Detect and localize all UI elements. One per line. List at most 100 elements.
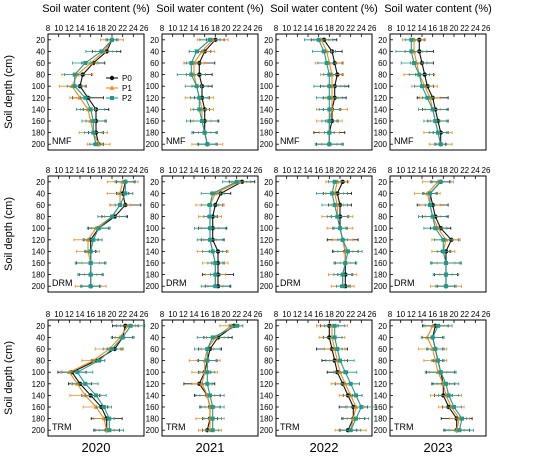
x-tick-label: 20 bbox=[450, 24, 459, 33]
y-tick-label: 120 bbox=[260, 236, 274, 245]
series-line-p0 bbox=[418, 39, 442, 145]
x-tick-label: 22 bbox=[460, 24, 469, 33]
y-tick-label: 180 bbox=[32, 415, 46, 424]
year-label: 2023 bbox=[424, 440, 453, 455]
marker-point bbox=[441, 249, 446, 254]
y-tick-label: 80 bbox=[36, 357, 45, 366]
y-tick-label: 120 bbox=[146, 380, 160, 389]
x-tick-label: 10 bbox=[54, 166, 63, 175]
x-tick-label: 24 bbox=[471, 310, 480, 319]
marker-point bbox=[208, 203, 212, 207]
marker-point bbox=[199, 381, 205, 386]
x-tick-label: 16 bbox=[86, 24, 95, 33]
x-tick-label: 22 bbox=[460, 166, 469, 175]
x-tick-label: 16 bbox=[428, 166, 437, 175]
y-tick-label: 120 bbox=[146, 94, 160, 103]
y-tick-label: 140 bbox=[32, 105, 46, 114]
marker-point bbox=[234, 323, 239, 328]
x-tick-label: 8 bbox=[160, 310, 165, 319]
x-tick-label: 10 bbox=[396, 24, 405, 33]
x-tick-label: 18 bbox=[439, 24, 448, 33]
y-tick-label: 160 bbox=[260, 259, 274, 268]
marker-point bbox=[210, 191, 215, 196]
x-tick-label: 12 bbox=[179, 166, 188, 175]
marker-point bbox=[75, 370, 80, 375]
series-line-p2 bbox=[206, 325, 237, 431]
site-label: DRM bbox=[394, 278, 415, 288]
y-tick-label: 120 bbox=[260, 94, 274, 103]
site-label: TRM bbox=[394, 422, 414, 432]
y-tick-label: 120 bbox=[146, 236, 160, 245]
series-line-p1 bbox=[201, 325, 232, 431]
marker-point bbox=[346, 249, 350, 254]
y-tick-label: 40 bbox=[264, 189, 273, 198]
y-tick-label: 140 bbox=[260, 391, 274, 400]
marker-point bbox=[213, 261, 218, 265]
marker-point bbox=[332, 203, 337, 207]
x-tick-label: 8 bbox=[46, 166, 51, 175]
marker-point bbox=[452, 405, 456, 409]
y-tick-label: 60 bbox=[264, 201, 273, 210]
marker-point bbox=[99, 49, 104, 54]
marker-point bbox=[428, 203, 432, 207]
site-label: NMF bbox=[280, 136, 300, 146]
y-tick-label: 200 bbox=[260, 426, 274, 435]
y-tick-label: 80 bbox=[150, 71, 159, 80]
marker-point bbox=[327, 95, 332, 100]
y-tick-label: 140 bbox=[32, 391, 46, 400]
y-tick-label: 80 bbox=[150, 357, 159, 366]
x-tick-label: 24 bbox=[243, 310, 252, 319]
marker-point bbox=[101, 416, 107, 421]
marker-point bbox=[88, 284, 93, 289]
site-label: DRM bbox=[280, 278, 301, 288]
marker-point bbox=[425, 95, 430, 100]
marker-point bbox=[420, 84, 424, 89]
panel-frame bbox=[389, 175, 487, 293]
x-tick-label: 22 bbox=[232, 24, 241, 33]
site-label: TRM bbox=[166, 422, 186, 432]
y-tick-label: 100 bbox=[260, 368, 274, 377]
y-tick-label: 200 bbox=[146, 140, 160, 149]
marker-point bbox=[202, 130, 207, 135]
marker-point bbox=[72, 72, 77, 77]
top-axis-title: Soil water content (%) bbox=[156, 3, 264, 15]
site-label: NMF bbox=[52, 136, 72, 146]
marker-point bbox=[335, 214, 340, 219]
x-tick-label: 16 bbox=[314, 24, 323, 33]
x-tick-label: 18 bbox=[439, 166, 448, 175]
x-tick-label: 26 bbox=[368, 166, 377, 175]
y-tick-label: 120 bbox=[374, 236, 388, 245]
marker-point bbox=[210, 249, 215, 254]
x-tick-label: 8 bbox=[46, 24, 51, 33]
site-label: NMF bbox=[166, 136, 186, 146]
y-tick-label: 180 bbox=[146, 415, 160, 424]
x-tick-label: 16 bbox=[428, 310, 437, 319]
x-tick-label: 18 bbox=[97, 24, 106, 33]
site-label: TRM bbox=[52, 422, 72, 432]
x-tick-label: 18 bbox=[325, 166, 334, 175]
y-tick-label: 40 bbox=[150, 189, 159, 198]
marker-point bbox=[189, 72, 194, 77]
x-tick-label: 18 bbox=[97, 310, 106, 319]
y-tick-label: 200 bbox=[32, 140, 46, 149]
x-tick-label: 18 bbox=[211, 166, 220, 175]
y-tick-label: 120 bbox=[374, 380, 388, 389]
marker-point bbox=[409, 49, 414, 54]
y-tick-label: 60 bbox=[150, 201, 159, 210]
x-tick-label: 26 bbox=[482, 24, 491, 33]
y-tick-label: 160 bbox=[146, 403, 160, 412]
y-tick-label: 100 bbox=[32, 368, 46, 377]
marker-point bbox=[412, 61, 416, 65]
marker-point bbox=[353, 404, 359, 409]
marker-point bbox=[433, 226, 438, 231]
y-tick-label: 140 bbox=[32, 247, 46, 256]
x-tick-label: 16 bbox=[86, 310, 95, 319]
marker-point bbox=[88, 261, 93, 265]
y-tick-label: 120 bbox=[260, 380, 274, 389]
marker-point bbox=[120, 335, 125, 340]
x-tick-label: 20 bbox=[108, 166, 117, 175]
marker-point bbox=[354, 393, 358, 398]
series-line-p2 bbox=[190, 39, 211, 145]
marker-point bbox=[430, 214, 435, 219]
